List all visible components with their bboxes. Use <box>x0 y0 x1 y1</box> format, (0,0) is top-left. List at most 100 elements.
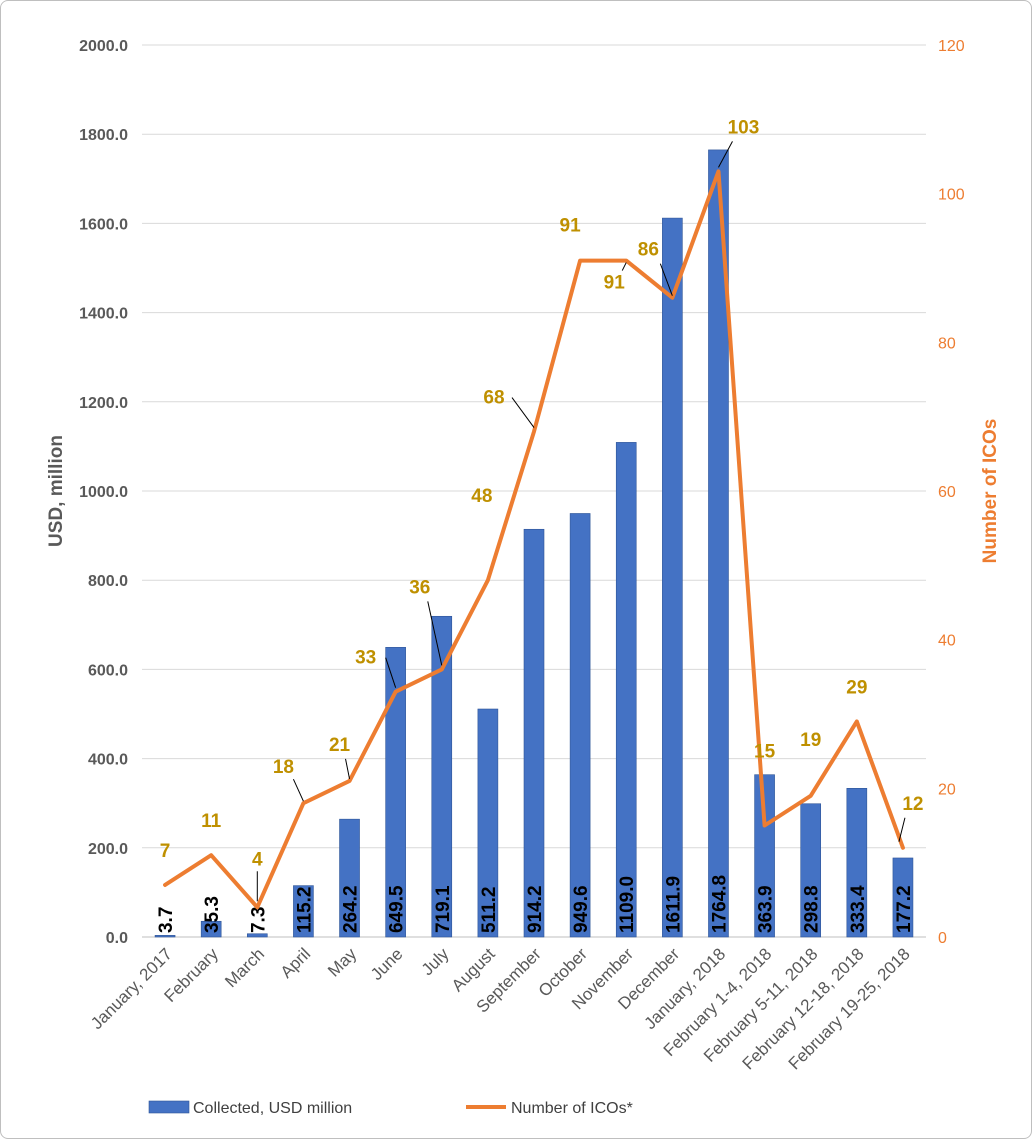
line-point-13 <box>763 824 767 827</box>
y-tick-label: 1400.0 <box>79 306 128 323</box>
bar-4 <box>339 818 360 938</box>
bar-value-label: 177.2 <box>894 885 915 933</box>
y-tick-label: 1600.0 <box>79 216 128 233</box>
line-value-label: 33 <box>355 648 376 669</box>
line-point-11 <box>670 296 674 300</box>
legend-label-line: Number of ICOs* <box>511 1100 633 1117</box>
leader-line <box>621 262 627 271</box>
line-point-10 <box>624 259 628 263</box>
line-point-7 <box>486 578 490 582</box>
y-tick-label: 1000.0 <box>79 484 128 501</box>
line-point-1 <box>209 853 213 857</box>
line-value-label: 19 <box>800 730 821 751</box>
bar-value-label: 3.7 <box>156 907 177 933</box>
y2-tick-label: 120 <box>938 38 965 55</box>
bar-3 <box>293 885 314 938</box>
y-tick-label: 600.0 <box>88 662 128 679</box>
line-value-label: 18 <box>273 757 294 778</box>
bar-2 <box>246 933 268 938</box>
line-point-9 <box>578 259 582 263</box>
y2-tick-label: 80 <box>938 335 956 352</box>
bar-value-label: 914.2 <box>525 885 546 933</box>
line-value-label: 68 <box>483 388 504 409</box>
y-tick-label: 1800.0 <box>79 127 128 144</box>
line-value-label: 7 <box>160 841 171 862</box>
bar-value-label: 35.3 <box>202 896 223 933</box>
y-tick-label: 2000.0 <box>79 38 128 55</box>
leader-line <box>898 817 906 842</box>
line-value-label: 36 <box>409 577 430 598</box>
leader-line <box>292 778 304 802</box>
line-point-15 <box>855 719 859 723</box>
bar-value-label: 649.5 <box>387 885 408 933</box>
line-point-0 <box>163 883 167 887</box>
leader-line <box>345 758 351 779</box>
y2-tick-label: 40 <box>938 633 956 650</box>
y2-tick-label: 100 <box>938 187 965 204</box>
bar-value-label: 949.6 <box>571 885 592 933</box>
y-tick-label: 0.0 <box>106 930 128 947</box>
y-tick-label: 400.0 <box>88 752 128 769</box>
line-point-8 <box>532 430 536 434</box>
line-value-label: 12 <box>902 794 923 815</box>
leader-line <box>659 263 673 296</box>
category-label: June <box>367 944 407 984</box>
bar-8 <box>523 528 545 938</box>
y-axis-title: USD, million <box>46 435 67 547</box>
line-value-label: 15 <box>754 742 776 763</box>
bar-11 <box>662 217 683 938</box>
line-value-label: 11 <box>201 811 222 832</box>
leader-line <box>427 601 443 666</box>
leader-line <box>718 141 733 168</box>
line-value-label: 103 <box>728 117 760 138</box>
bar-value-label: 115.2 <box>294 887 315 934</box>
bar-value-label: 7.3 <box>248 907 269 933</box>
bar-value-label: 719.1 <box>433 885 454 933</box>
line-value-label: 4 <box>252 849 263 870</box>
legend-label-bar: Collected, USD million <box>193 1100 352 1117</box>
bar-6 <box>431 615 453 938</box>
bar-value-label: 511.2 <box>479 887 500 934</box>
y2-tick-label: 60 <box>938 484 956 501</box>
line-value-label: 91 <box>604 273 626 294</box>
bar-value-label: 298.8 <box>802 885 823 933</box>
bar-16 <box>892 857 914 938</box>
bar-12 <box>708 149 729 938</box>
category-label: July <box>418 944 453 979</box>
line-value-label: 21 <box>329 735 351 756</box>
bar-value-label: 1611.9 <box>663 876 684 933</box>
bar-5 <box>385 647 406 938</box>
y2-axis-title: Number of ICOs <box>980 419 1001 564</box>
line-point-16 <box>901 846 905 850</box>
line-point-2 <box>255 905 259 909</box>
bar-value-label: 264.2 <box>341 885 362 933</box>
bar-7 <box>477 708 499 938</box>
line-value-label: 86 <box>638 240 659 261</box>
line-point-3 <box>301 801 305 805</box>
y2-tick-label: 0 <box>938 930 947 947</box>
bar-13 <box>754 774 775 938</box>
bar-value-label: 1764.8 <box>709 875 730 933</box>
category-label: March <box>221 944 268 991</box>
category-label: January, 2018 <box>641 944 730 1033</box>
line-point-5 <box>394 690 398 694</box>
leader-line <box>511 397 535 428</box>
line-point-14 <box>809 794 813 798</box>
y2-tick-label: 20 <box>938 781 956 798</box>
line-value-label: 48 <box>471 486 492 507</box>
category-label: January, 2017 <box>87 944 176 1033</box>
bar-value-label: 1109.0 <box>617 876 638 933</box>
legend-swatch-bar <box>148 1100 190 1114</box>
y-tick-label: 800.0 <box>88 573 128 590</box>
category-label: April <box>277 944 314 981</box>
category-label: May <box>324 944 360 980</box>
y-tick-label: 200.0 <box>88 841 128 858</box>
bar-value-label: 363.9 <box>756 885 777 933</box>
bar-9 <box>569 513 591 938</box>
bar-14 <box>800 803 822 938</box>
line-point-12 <box>716 169 720 173</box>
bar-1 <box>200 920 222 938</box>
bar-0 <box>154 935 176 938</box>
bar-value-label: 333.4 <box>848 885 869 933</box>
